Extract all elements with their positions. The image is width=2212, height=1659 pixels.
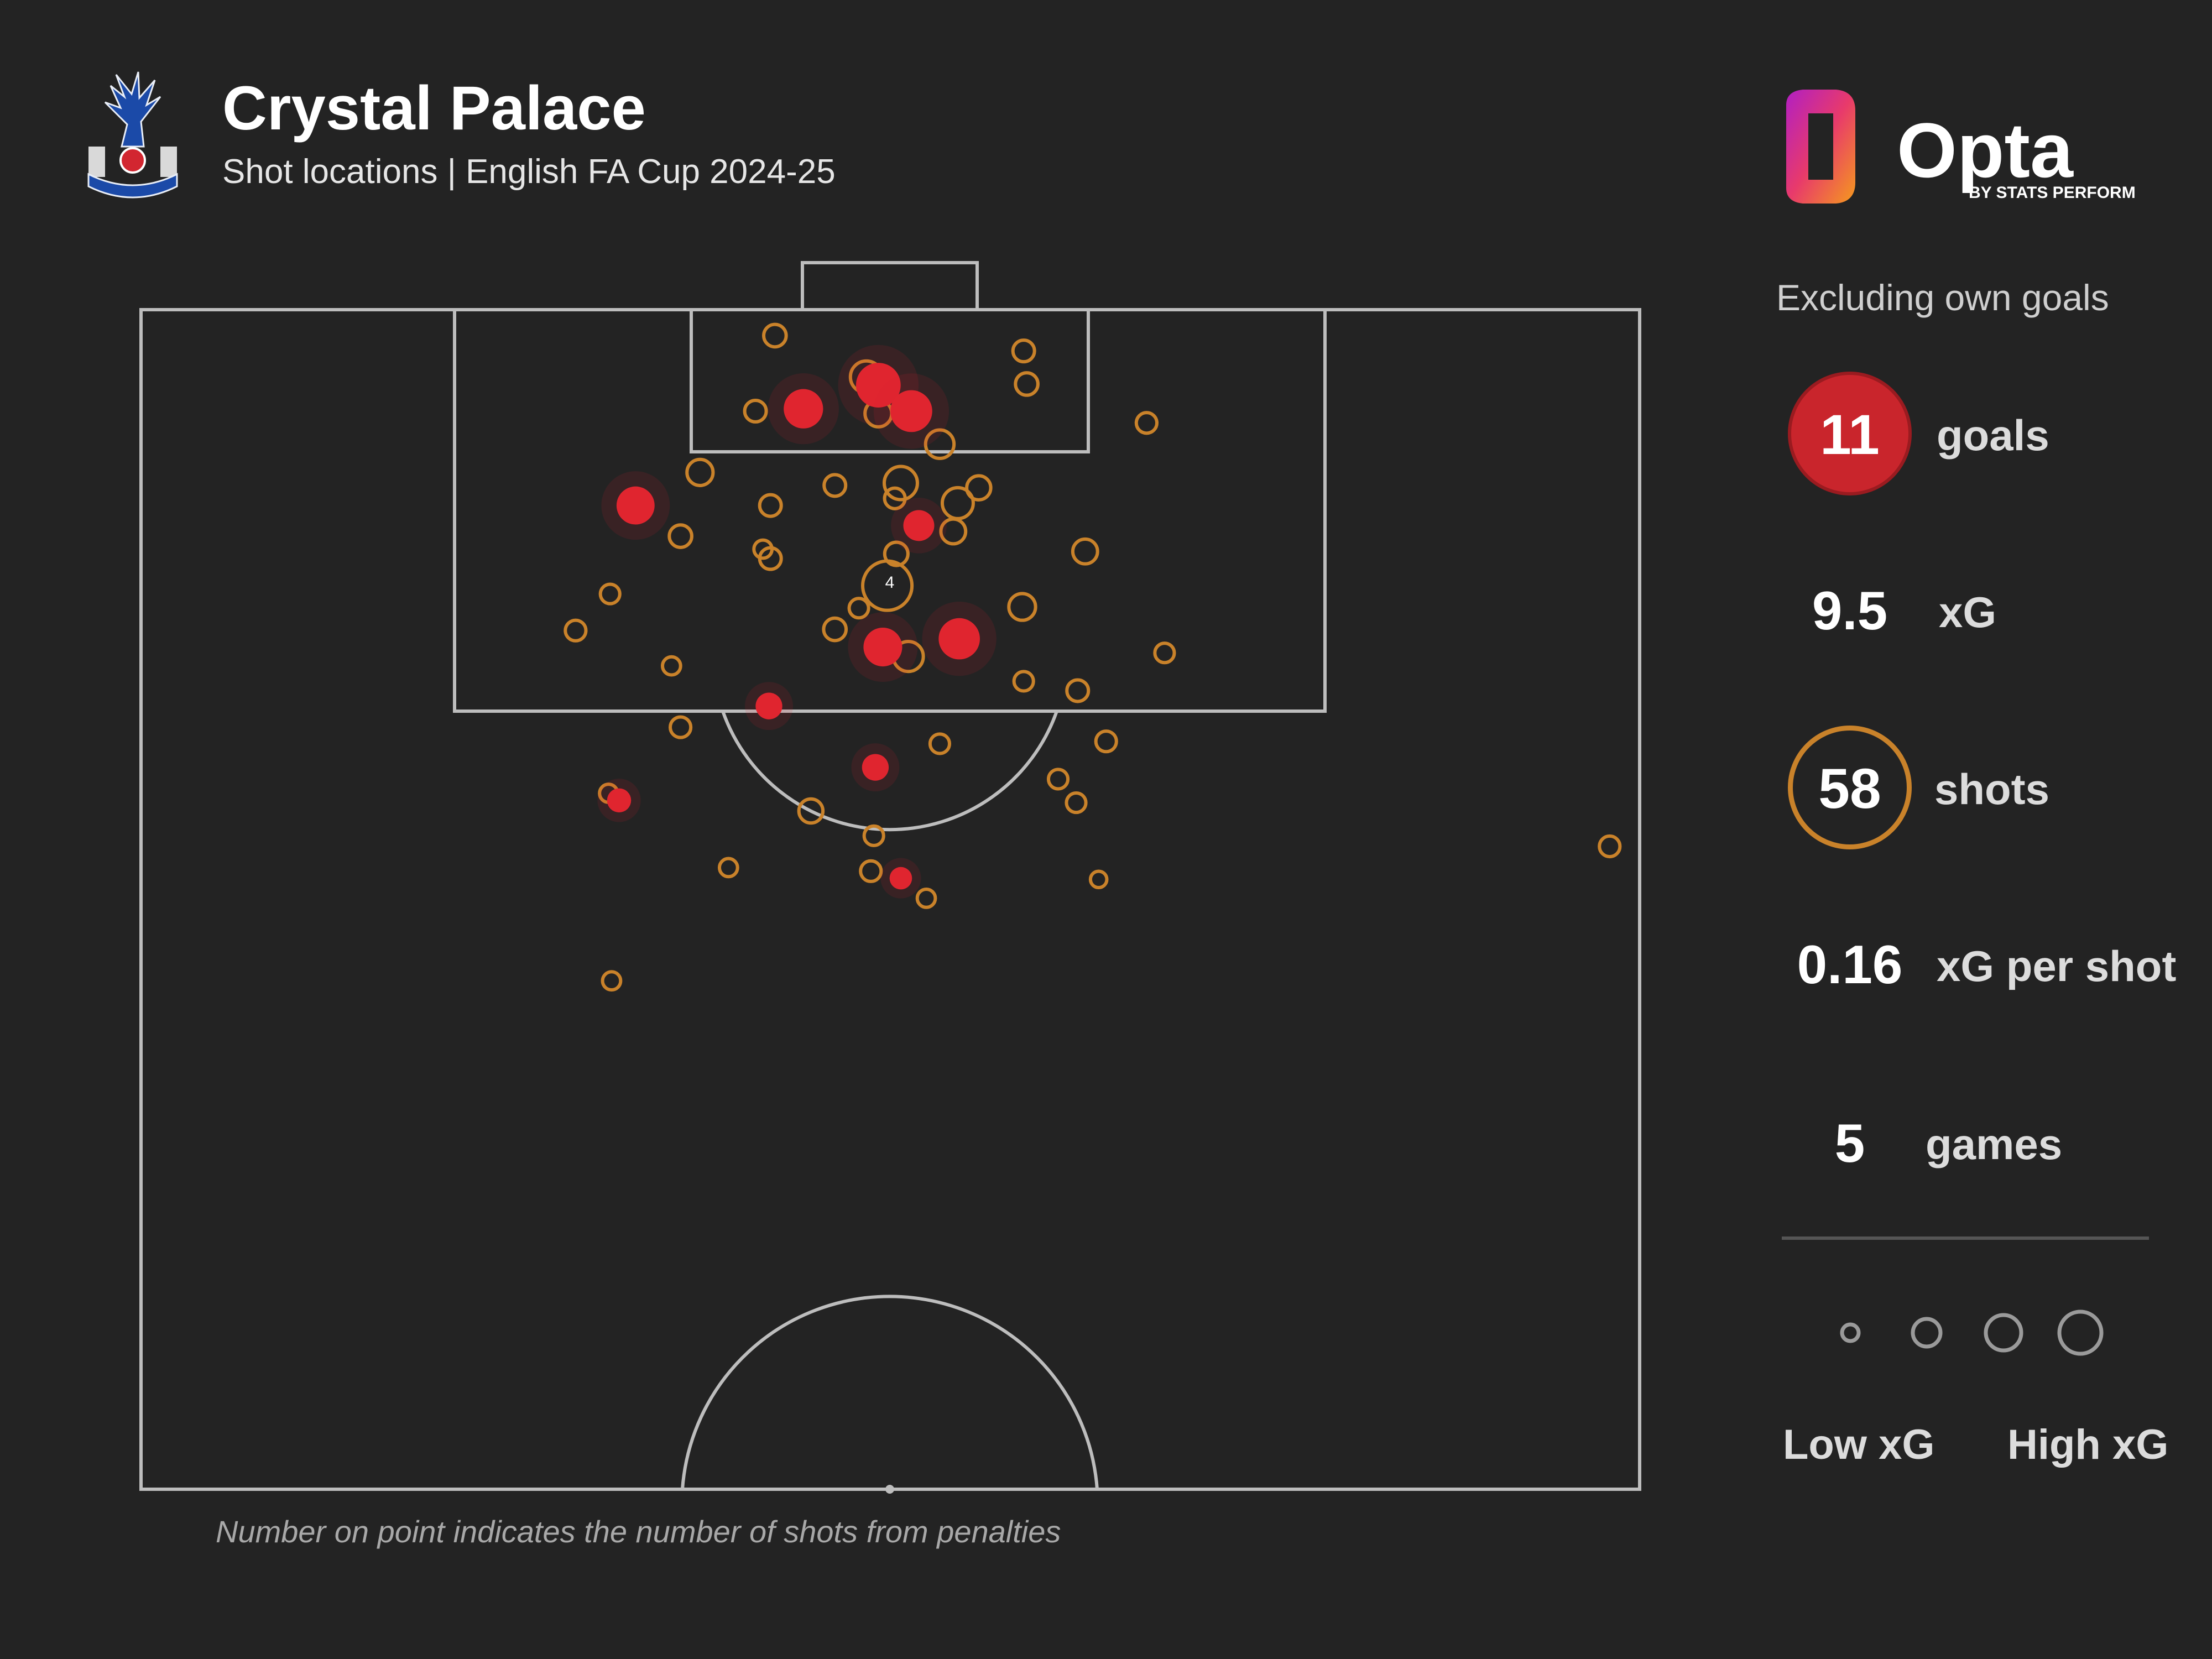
- svg-text:Opta: Opta: [1897, 107, 2074, 194]
- legend-circle-2: [1911, 1317, 1943, 1349]
- xg-size-legend: [1840, 1310, 2104, 1356]
- pitch-outline: [139, 308, 1641, 1491]
- shot-map: 4: [139, 261, 1641, 1494]
- shot-marker: [915, 887, 937, 909]
- shot-marker: [1046, 768, 1070, 791]
- penalty-arc: [721, 711, 1058, 832]
- centre-spot: [885, 1485, 894, 1494]
- goals-label: goals: [1937, 411, 2049, 460]
- xg-per-shot-value: 0.16: [1797, 934, 1903, 995]
- goals-ring: [1788, 372, 1912, 495]
- shot-marker: [924, 428, 956, 460]
- goal-marker: [616, 486, 655, 525]
- shots-label: shots: [1934, 765, 2050, 813]
- xg-label: xG: [1939, 588, 1997, 637]
- goal-marker: [890, 390, 932, 432]
- shot-marker: [717, 857, 739, 879]
- shot-marker: [564, 618, 588, 643]
- shot-marker: [822, 473, 848, 498]
- games-label: games: [1926, 1120, 2063, 1168]
- shot-marker: [1134, 411, 1159, 435]
- shot-marker: [758, 546, 783, 571]
- shot-marker: [1065, 791, 1088, 815]
- shot-marker: [847, 597, 870, 620]
- goal: [801, 261, 979, 311]
- shot-marker: [1012, 670, 1035, 693]
- excluding-own-goals-note: Excluding own goals: [1776, 277, 2109, 318]
- shot-marker: [660, 655, 682, 677]
- goal-marker: [755, 692, 782, 719]
- shot-marker: [965, 474, 993, 502]
- goal-marker: [784, 389, 823, 429]
- crystal-palace-crest: [87, 71, 178, 199]
- shot-marker: [940, 486, 975, 520]
- shot-marker: [822, 616, 848, 643]
- shot-marker: [598, 582, 622, 606]
- shots-ring: [1788, 726, 1912, 849]
- goal-marker: [889, 867, 912, 890]
- page-title: Crystal Palace: [222, 74, 646, 143]
- shot-marker: [883, 486, 907, 510]
- shot-marker: [883, 540, 910, 567]
- goal-marker: [607, 788, 632, 813]
- legend-circle-4: [2057, 1310, 2104, 1356]
- games-value: 5: [1834, 1113, 1865, 1173]
- centre-circle: [681, 1295, 1099, 1490]
- shot-marker: [1014, 371, 1040, 397]
- shot-marker: [601, 970, 623, 992]
- shot-marker: [667, 523, 693, 549]
- legend-low-label: Low xG: [1783, 1421, 1935, 1468]
- legend-circle-1: [1840, 1322, 1861, 1343]
- shots-layer: [564, 322, 1622, 992]
- xg-value: 9.5: [1812, 580, 1888, 641]
- shot-marker: [939, 517, 968, 546]
- shot-marker: [1598, 834, 1622, 859]
- shot-marker: [797, 797, 825, 825]
- goal-marker: [903, 510, 935, 541]
- legend-high-label: High xG: [2007, 1421, 2169, 1468]
- shot-marker: [762, 322, 788, 349]
- shot-marker: [758, 493, 783, 518]
- shot-marker: [1011, 338, 1036, 364]
- goal-marker: [863, 628, 902, 667]
- shots-value: 58: [1818, 757, 1881, 820]
- svg-text:BY STATS PERFORM: BY STATS PERFORM: [1969, 184, 2136, 202]
- shot-marker: [685, 457, 715, 487]
- shot-marker: [1094, 729, 1118, 754]
- shot-marker: [669, 715, 693, 739]
- opta-logo: Opta BY STATS PERFORM: [1786, 90, 2136, 204]
- shot-marker: [1071, 537, 1099, 566]
- penalty-count-label: 4: [885, 573, 895, 592]
- legend-circle-3: [1984, 1313, 2023, 1353]
- pitch-markings: [139, 261, 1641, 1491]
- shot-marker: [743, 398, 768, 424]
- shot-marker: [882, 465, 919, 502]
- page-subtitle: Shot locations | English FA Cup 2024-25: [222, 153, 836, 191]
- goal-marker: [862, 754, 889, 781]
- shot-marker: [1065, 678, 1091, 703]
- shot-marker: [862, 824, 885, 847]
- xg-per-shot-label: xG per shot: [1937, 942, 2177, 990]
- panel-divider: [1782, 1237, 2149, 1240]
- footnote: Number on point indicates the number of …: [216, 1514, 1061, 1549]
- shot-marker: [1088, 869, 1109, 890]
- shot-marker: [928, 732, 952, 755]
- shot-marker: [1153, 641, 1176, 665]
- goals-value: 11: [1820, 403, 1880, 466]
- goal-marker: [938, 618, 980, 660]
- shot-marker: [1007, 592, 1037, 622]
- goal-marker: [855, 363, 901, 408]
- shot-marker: [859, 859, 883, 883]
- shot-marker: [861, 559, 914, 612]
